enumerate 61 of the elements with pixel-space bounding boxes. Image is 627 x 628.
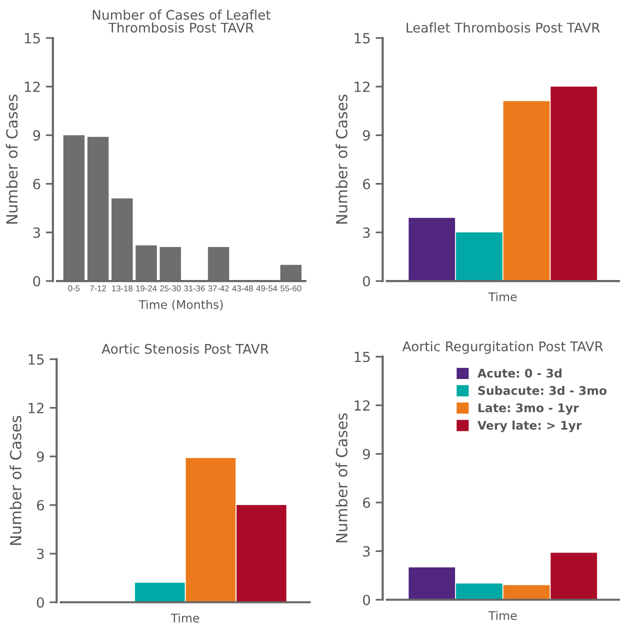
y-tick-label: 3 (37, 548, 44, 560)
x-tick-label: 31-36 (184, 285, 205, 292)
bar (456, 232, 502, 282)
x-tick-label: 25-30 (160, 285, 181, 292)
x-tick-label: 13-18 (112, 285, 132, 292)
y-tick-label: 15 (24, 33, 40, 44)
x-tick-label: 55-60 (280, 285, 302, 292)
x-tick-label: 19-24 (136, 285, 157, 292)
y-tick-label: 12 (24, 82, 40, 92)
y-tick-label: 3 (363, 546, 370, 557)
y-tick-label: 12 (354, 82, 370, 92)
x-tick-label: 49-54 (256, 285, 278, 292)
x-tick-label: 37-42 (208, 285, 229, 292)
y-axis-title: Number of Cases (336, 413, 348, 542)
bar (408, 567, 456, 600)
y-tick-label: 9 (33, 130, 40, 141)
x-axis-title: Time (488, 292, 517, 302)
x-axis-title: Time (Months) (138, 300, 223, 310)
x-axis-title: Time (488, 610, 517, 620)
y-tick-label: 0 (362, 594, 370, 606)
legend-label: Late: 3mo - 1yr (478, 403, 579, 415)
legend-label: Subacute: 3d - 3mo (478, 386, 607, 395)
y-tick-label: 3 (363, 227, 370, 238)
y-tick-label: 9 (362, 448, 370, 460)
bar (503, 585, 550, 600)
bar (456, 584, 502, 600)
y-tick-label: 6 (33, 178, 40, 190)
chart-title: Number of Cases of Leaflet Thrombosis Post TAVR (92, 10, 271, 33)
x-tick-label: 7-12 (90, 285, 106, 292)
bar (236, 505, 286, 602)
y-tick-label: 0 (36, 597, 44, 608)
x-axis-title: Time (170, 613, 200, 622)
y-axis-title: Number of Cases (10, 416, 22, 545)
x-tick-label: 0-5 (68, 285, 80, 292)
y-tick-label: 15 (354, 352, 370, 362)
bar (550, 552, 598, 600)
y-tick-label: 9 (362, 130, 370, 141)
y-tick-label: 0 (33, 276, 40, 287)
y-tick-label: 0 (362, 276, 370, 287)
y-tick-label: 15 (354, 33, 370, 44)
legend-label: Very late: > 1yr (477, 420, 582, 432)
legend-label: Acute: 0 - 3d (477, 368, 562, 378)
bar (550, 86, 598, 282)
bar (134, 582, 185, 602)
bar (503, 101, 550, 282)
chart-title: Leaflet Thrombosis Post TAVR (406, 22, 600, 33)
y-tick-label: 15 (28, 354, 44, 365)
bar (186, 458, 236, 602)
bar (408, 218, 456, 282)
y-axis-title: Number of Cases (6, 94, 18, 224)
x-tick-label: 43-48 (232, 285, 253, 292)
y-tick-label: 3 (33, 227, 40, 238)
chart-title: Aortic Regurgitation Post TAVR (402, 341, 604, 354)
y-tick-label: 12 (354, 400, 370, 411)
y-axis-title: Number of Cases (336, 94, 348, 224)
y-tick-label: 6 (36, 500, 44, 511)
chart-title: Aortic Stenosis Post TAVR (102, 344, 269, 354)
y-tick-label: 6 (363, 178, 370, 190)
y-tick-label: 6 (363, 497, 370, 508)
y-tick-label: 9 (36, 451, 44, 462)
y-tick-label: 12 (28, 402, 44, 414)
